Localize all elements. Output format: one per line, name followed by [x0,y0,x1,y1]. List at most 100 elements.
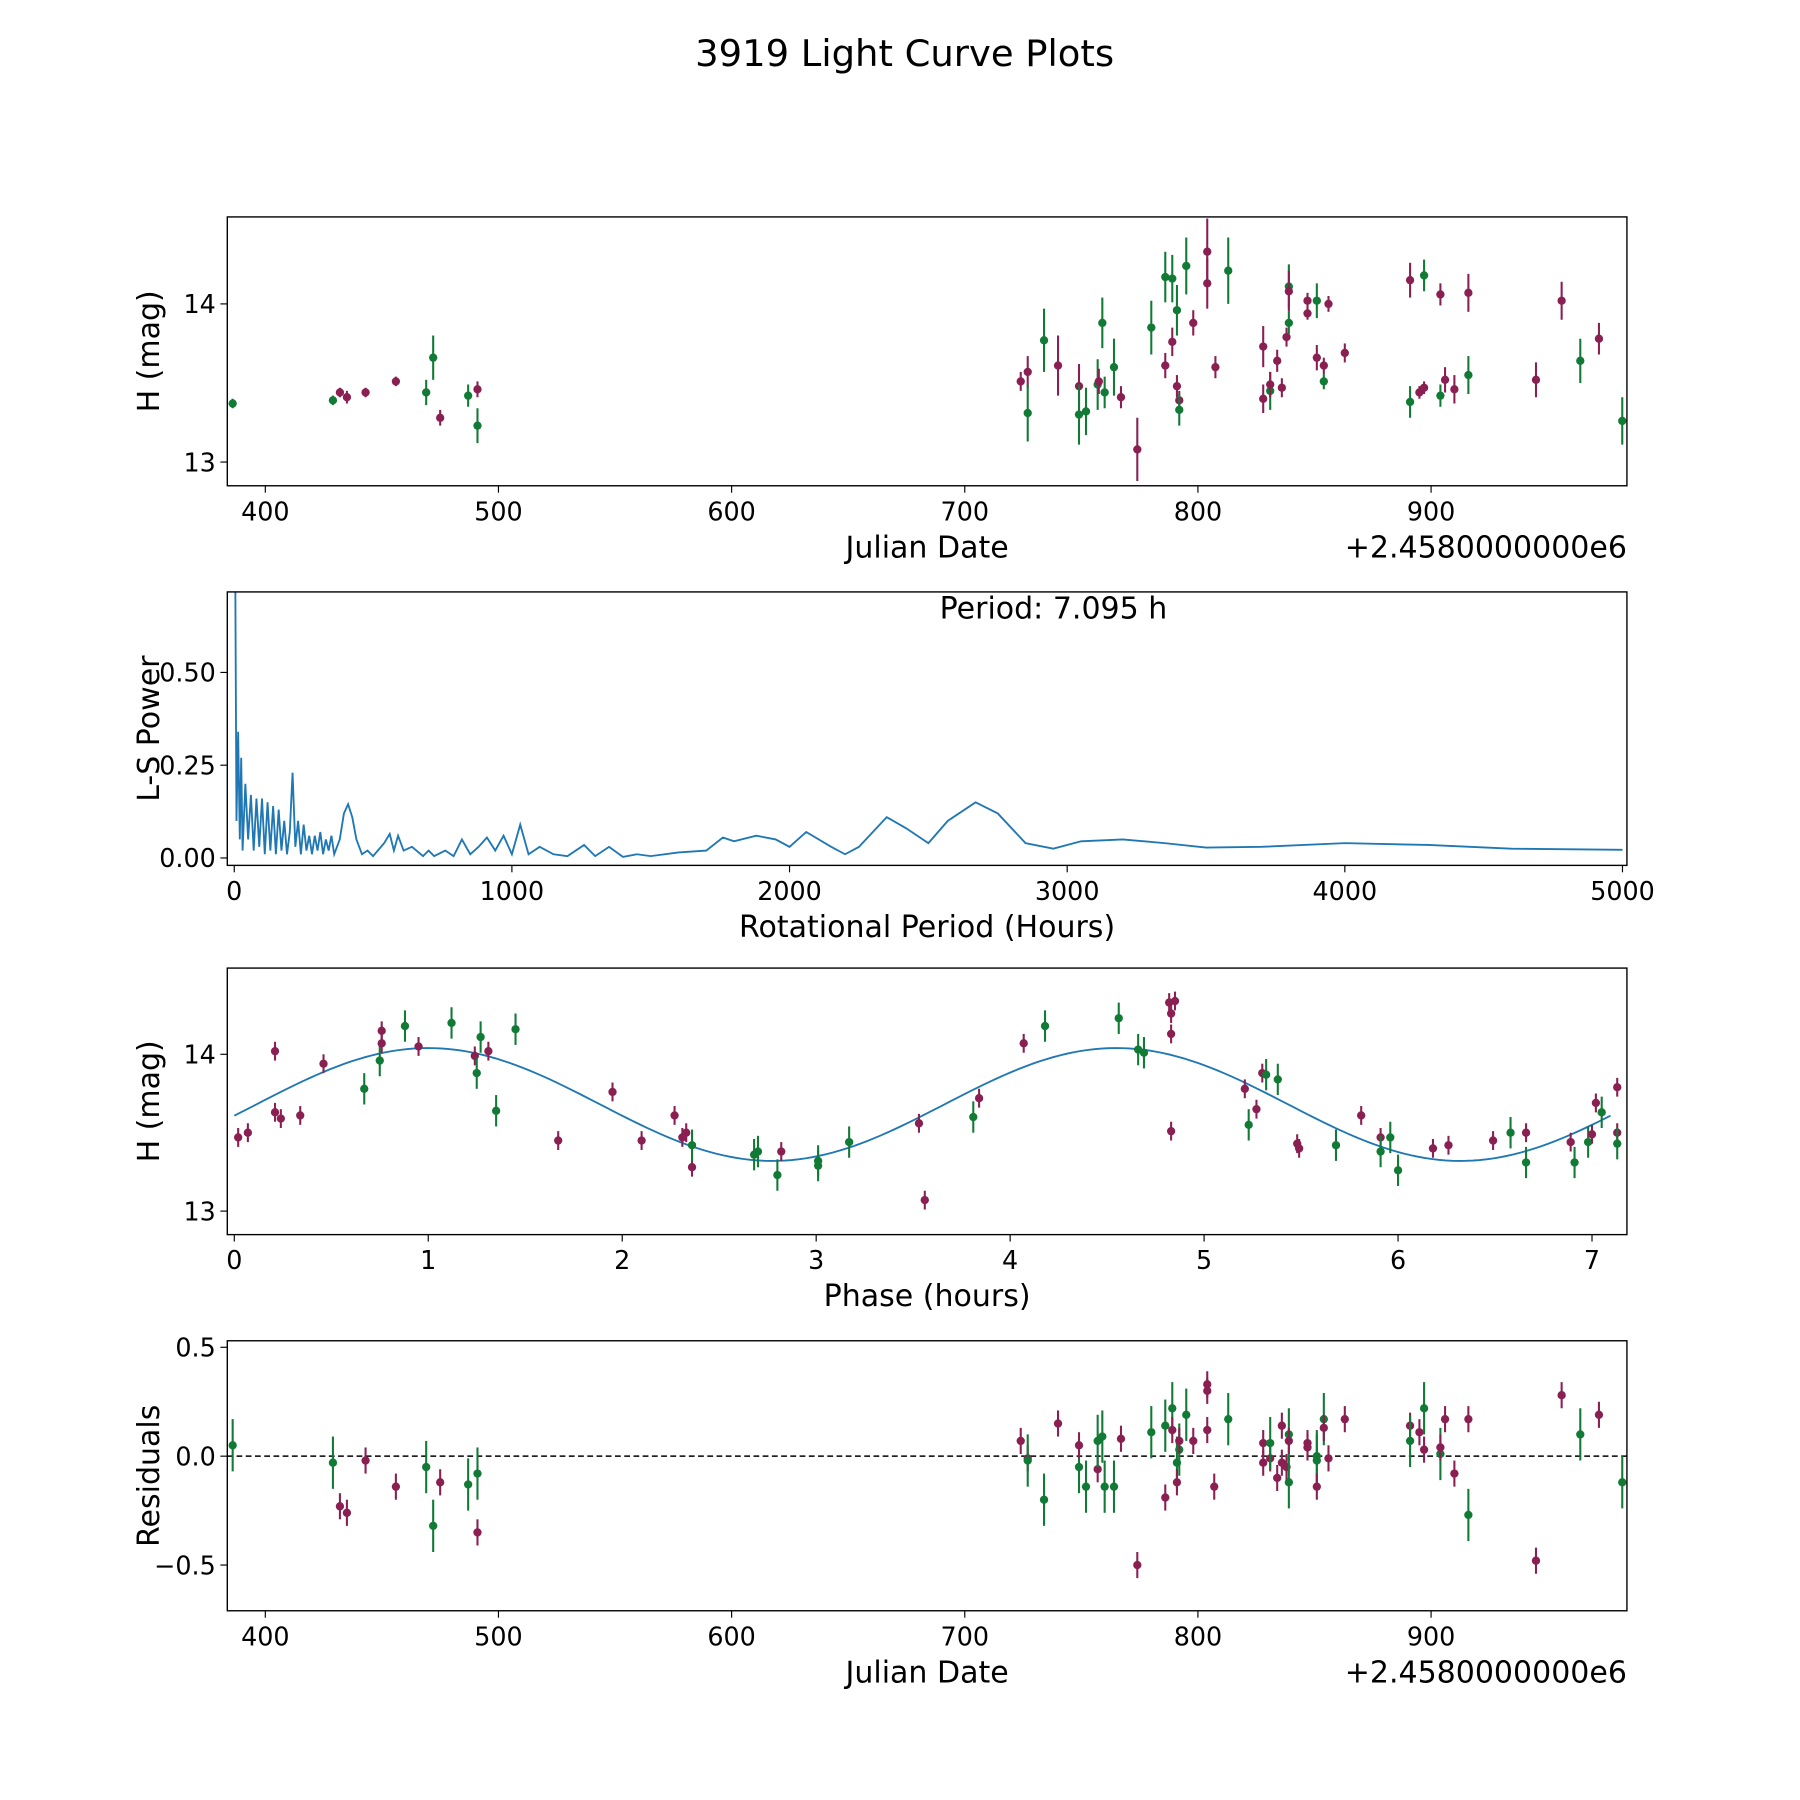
data-point [1319,1423,1328,1433]
data-point [1116,1434,1126,1443]
plot-area [227,1371,1627,1579]
data-point [1436,391,1445,400]
y-tick-label: −0.5 [154,1550,216,1580]
data-point [813,1161,823,1170]
data-point [777,1147,786,1156]
data-point [228,399,237,408]
y-axis-label: Residuals [132,1405,167,1547]
data-point [1189,318,1198,328]
x-axis-label: Julian Date [844,530,1009,565]
data-point [1312,296,1321,305]
data-point [361,388,370,397]
data-point [436,1478,445,1487]
data-point [335,388,345,397]
data-point [1312,1482,1321,1491]
data-point [511,1025,520,1034]
data-point [1116,393,1126,402]
data-point [1203,247,1212,256]
data-point [429,353,438,362]
data-point [1405,1436,1415,1446]
data-point [1203,1425,1212,1435]
y-tick-label: 0.00 [159,843,216,873]
data-point [1303,1443,1312,1452]
data-point [1170,996,1180,1006]
data-point [1273,1473,1282,1483]
data-point [473,1528,482,1537]
data-point [682,1128,691,1137]
data-point [1094,377,1103,386]
x-tick-label: 800 [1174,1621,1222,1651]
data-point [1393,1166,1403,1175]
data-point [1074,410,1084,419]
data-point [360,1084,369,1093]
x-tick-label: 4000 [1313,876,1378,906]
data-point [1405,397,1415,407]
data-point [1464,1510,1473,1520]
data-point [276,1114,285,1123]
data-point [391,377,401,386]
x-tick-label: 3 [808,1245,824,1275]
x-tick-label: 700 [941,496,989,526]
plot-area [233,991,1622,1210]
data-point [1570,1158,1579,1167]
data-point [1081,1482,1091,1491]
data-point [1211,363,1220,372]
data-point [1172,381,1182,391]
data-point [1114,1014,1123,1023]
data-point [1450,385,1459,394]
data-point [1266,380,1275,389]
x-tick-label: 700 [941,1621,989,1651]
data-point [1450,1469,1459,1478]
data-point [1405,276,1415,285]
phase-folded-panel: 0 1 2 3 4 5 6 7 13 14 Phase (hours) H (mag) [132,967,1628,1314]
data-point [1464,370,1473,380]
data-point [1093,1465,1102,1474]
data-point [1444,1141,1453,1150]
data-point [1133,445,1142,454]
data-point [1591,1098,1601,1108]
x-tick-label: 5 [1196,1245,1212,1275]
data-point [1521,1128,1531,1137]
data-point [1168,1425,1177,1435]
data-point [1161,1421,1170,1430]
data-point [1039,1495,1049,1504]
x-axis-label: Julian Date [844,1655,1009,1690]
y-axis-label: L-S Power [132,655,167,802]
data-point [473,421,482,430]
light-curve-panel: 400 500 600 700 800 900 13 14 Julian Date H (mag)… [132,216,1628,565]
data-point [1259,1458,1268,1467]
x-tick-label: 900 [1407,496,1455,526]
data-point [1464,1415,1473,1424]
data-point [328,396,338,405]
data-point [554,1136,563,1145]
data-point [1273,356,1282,365]
data-point [1594,334,1604,343]
y-tick-label: 0.0 [175,1441,215,1471]
data-point [476,1032,485,1042]
data-point [1266,1438,1275,1448]
data-point [1566,1137,1575,1147]
x-tick-label: 400 [241,1621,289,1651]
data-point [1016,377,1025,386]
data-point [1224,266,1233,275]
data-point [687,1163,697,1172]
data-point [1277,1421,1287,1430]
data-point [1531,375,1541,384]
data-point [270,1108,280,1117]
data-point [1081,407,1091,416]
y-tick-label: 0.25 [159,750,216,780]
data-point [1386,1133,1395,1142]
data-point [1210,1482,1219,1491]
data-point [400,1021,410,1031]
data-point [270,1047,280,1056]
data-point [1172,1478,1182,1487]
data-point [1259,1438,1268,1448]
y-tick-label: 14 [183,1040,215,1070]
data-point [1557,296,1566,305]
data-point [1324,1454,1333,1463]
data-point [844,1137,854,1147]
data-point [1166,1009,1176,1018]
y-axis-label: H (mag) [132,1040,167,1162]
data-point [1319,377,1328,386]
data-point [234,1133,243,1142]
